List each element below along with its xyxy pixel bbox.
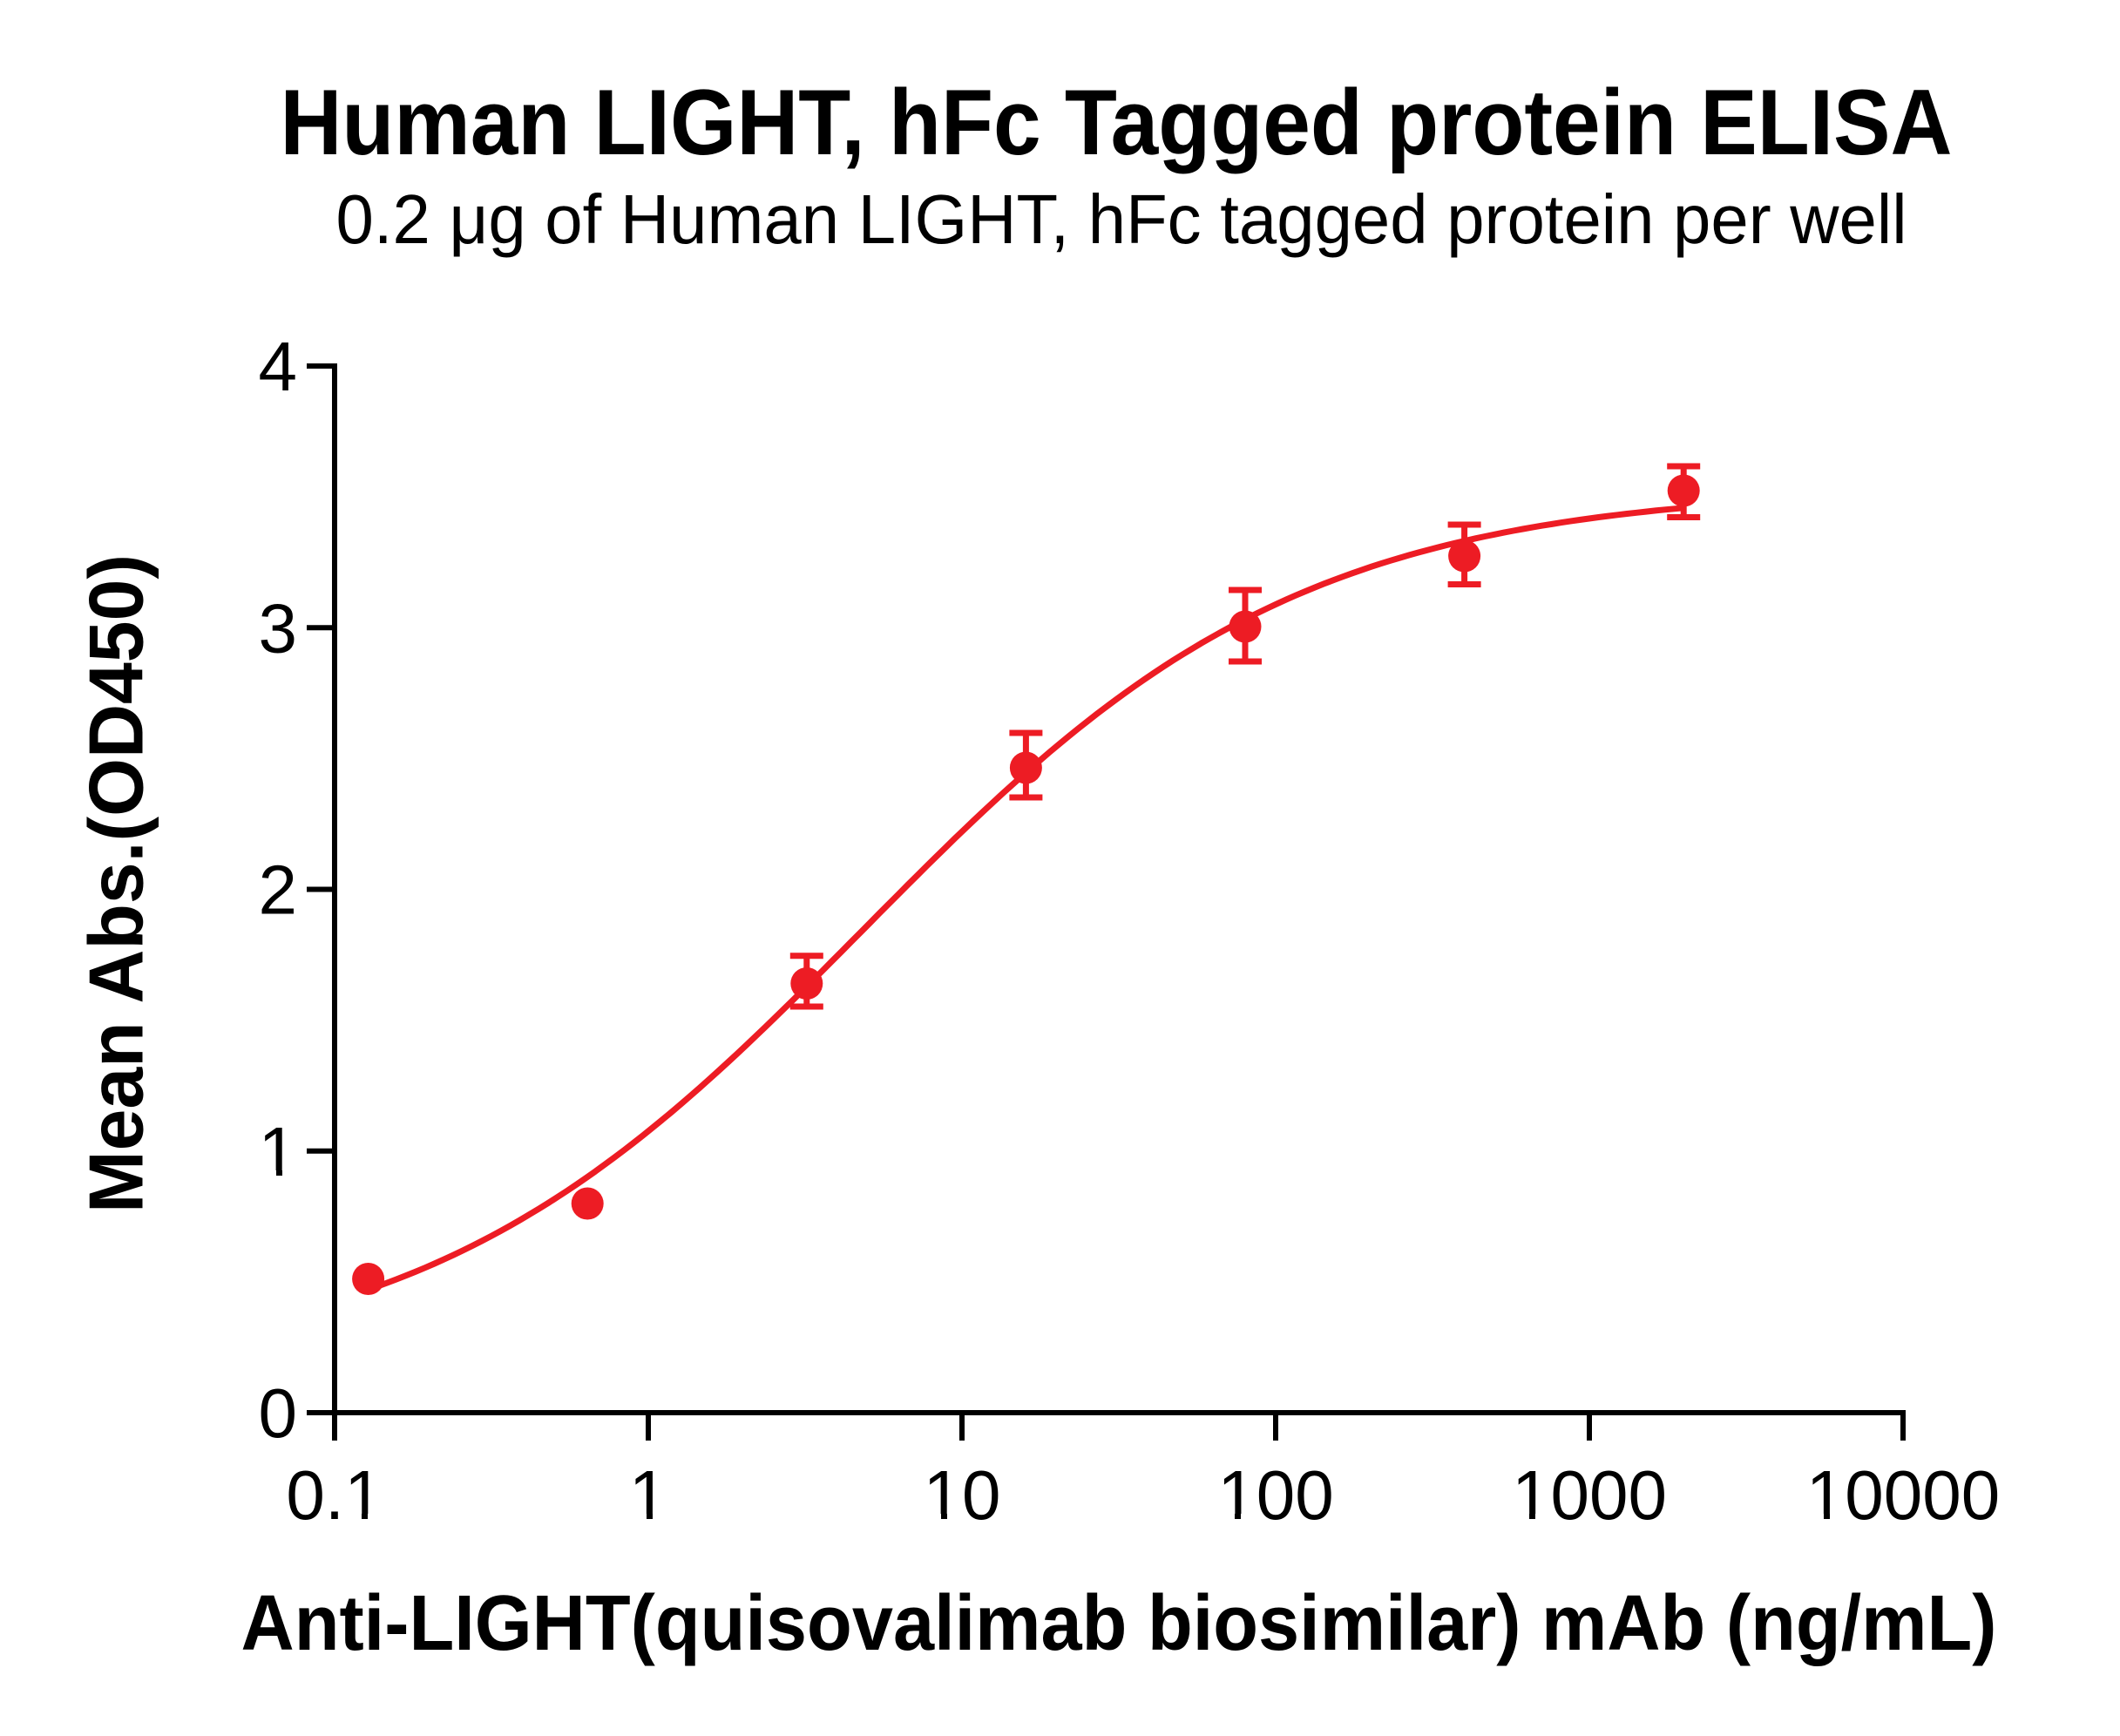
- svg-text:4: 4: [259, 328, 298, 405]
- svg-text:Anti-LIGHT(quisovalimab biosim: Anti-LIGHT(quisovalimab biosimilar) mAb …: [241, 1580, 1997, 1667]
- svg-text:100: 100: [1217, 1456, 1333, 1534]
- svg-text:3: 3: [259, 589, 298, 667]
- svg-text:1: 1: [629, 1456, 668, 1534]
- svg-text:2: 2: [259, 851, 298, 929]
- svg-text:Mean Abs.(OD450): Mean Abs.(OD450): [73, 554, 159, 1213]
- svg-text:10000: 10000: [1806, 1456, 2000, 1534]
- svg-text:0.1: 0.1: [286, 1456, 383, 1534]
- svg-text:0.2 μg of Human LIGHT, hFc tag: 0.2 μg of Human LIGHT, hFc tagged protei…: [336, 180, 1907, 258]
- svg-text:1000: 1000: [1512, 1456, 1667, 1534]
- svg-text:0: 0: [259, 1374, 298, 1452]
- svg-text:1: 1: [259, 1113, 298, 1190]
- svg-text:Human LIGHT, hFc Tagged protei: Human LIGHT, hFc Tagged protein ELISA: [281, 70, 1953, 174]
- svg-text:10: 10: [924, 1456, 1001, 1534]
